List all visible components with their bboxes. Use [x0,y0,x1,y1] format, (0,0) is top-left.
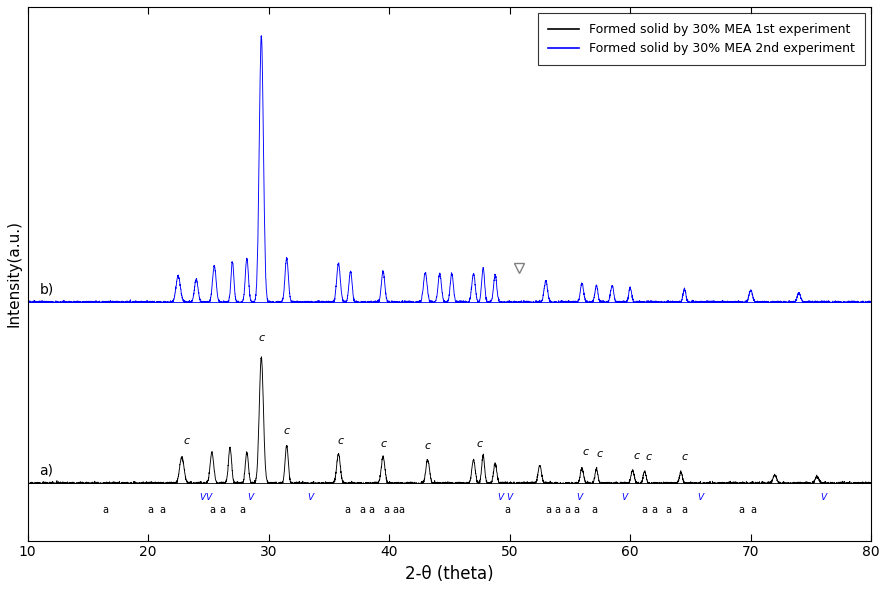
Text: V: V [205,493,211,502]
Text: c: c [582,447,588,457]
Text: a: a [359,504,365,514]
Text: a: a [750,504,755,514]
Text: V: V [247,493,253,502]
Text: a: a [563,504,570,514]
Text: a: a [545,504,550,514]
Text: a: a [572,504,579,514]
Text: a: a [737,504,743,514]
Text: c: c [596,448,602,458]
Y-axis label: Intensity(a.u.): Intensity(a.u.) [7,220,22,327]
Text: a: a [220,504,226,514]
Text: a): a) [40,464,53,478]
Text: a: a [159,504,166,514]
Text: a: a [103,504,109,514]
Text: a: a [209,504,214,514]
Text: a: a [239,504,245,514]
Text: a: a [398,504,404,514]
Text: c: c [183,436,190,446]
Text: a: a [641,504,647,514]
Text: c: c [258,333,264,343]
Text: a: a [147,504,153,514]
Text: V: V [199,493,205,502]
Text: a: a [344,504,349,514]
Text: c: c [284,427,290,436]
Legend: Formed solid by 30% MEA 1st experiment, Formed solid by 30% MEA 2nd experiment: Formed solid by 30% MEA 1st experiment, … [537,13,864,65]
Text: a: a [590,504,596,514]
Text: c: c [424,441,431,451]
Text: V: V [620,493,626,502]
Text: V: V [576,493,582,502]
Text: b): b) [40,283,54,297]
Text: a: a [368,504,374,514]
Text: V: V [506,493,512,502]
Text: c: c [338,436,344,446]
Text: c: c [633,451,639,461]
X-axis label: 2-θ (theta): 2-θ (theta) [405,565,494,583]
Text: V: V [307,493,314,502]
Text: V: V [696,493,703,502]
Text: a: a [503,504,509,514]
Text: a: a [555,504,560,514]
Text: c: c [476,439,482,449]
Text: c: c [680,453,687,463]
Text: a: a [665,504,671,514]
Text: c: c [644,451,650,461]
Text: c: c [379,439,385,449]
Text: a: a [680,504,687,514]
Text: V: V [496,493,502,502]
Text: a: a [650,504,657,514]
Text: a: a [392,504,398,514]
Text: a: a [384,504,389,514]
Text: V: V [819,493,825,502]
